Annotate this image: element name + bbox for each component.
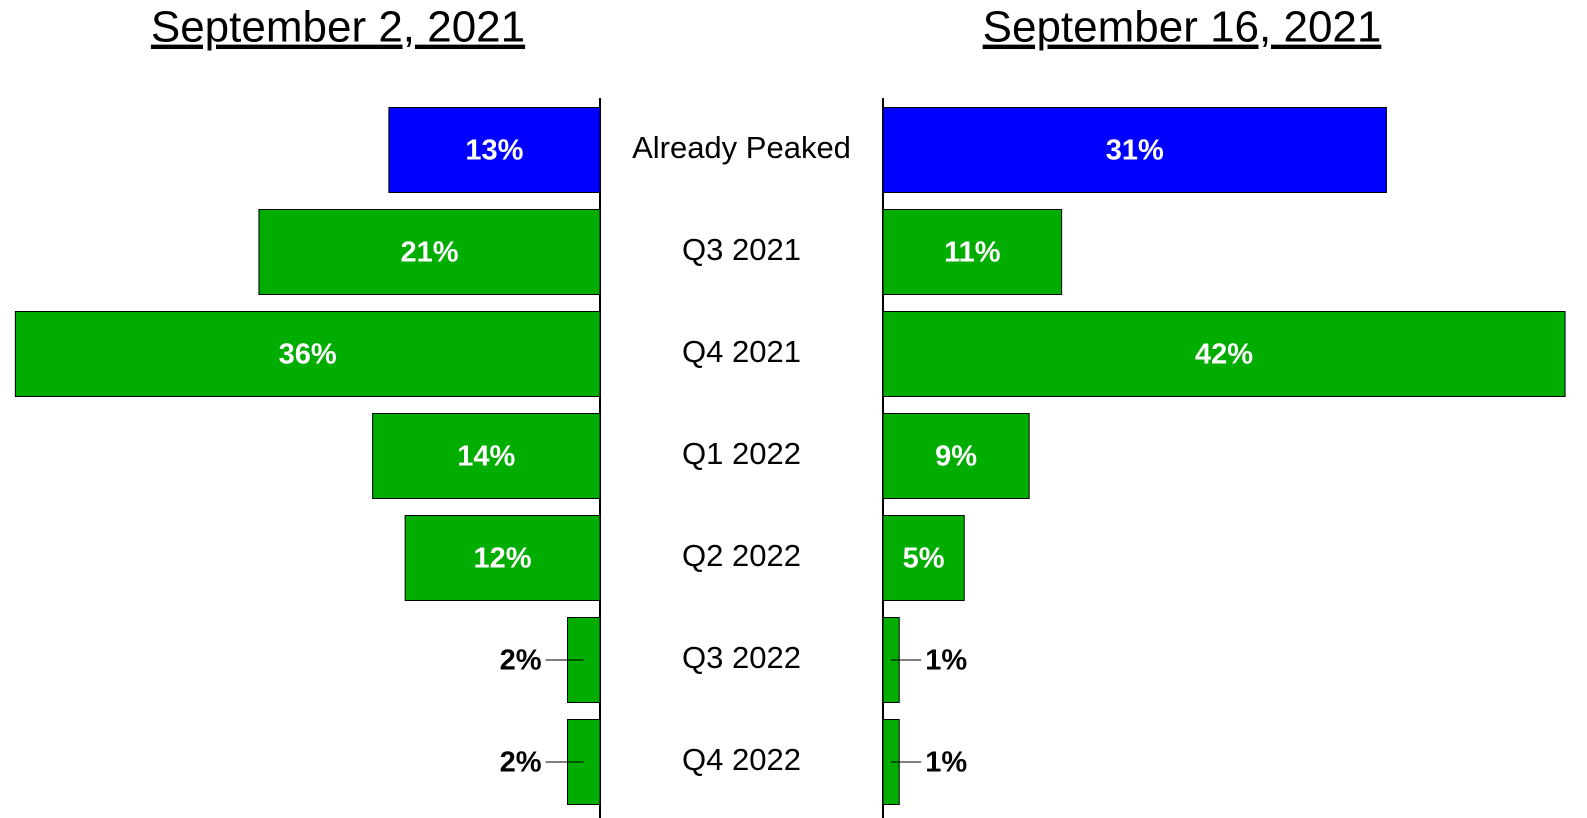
bar bbox=[882, 311, 1566, 397]
category-label: Q3 2021 bbox=[682, 232, 801, 267]
left-title: September 2, 2021 bbox=[151, 3, 525, 52]
bar bbox=[882, 107, 1387, 193]
value-label: 12% bbox=[474, 543, 532, 575]
bar bbox=[404, 515, 601, 601]
value-label: 1% bbox=[925, 645, 967, 677]
category-label: Q1 2022 bbox=[682, 436, 801, 471]
bar bbox=[388, 107, 601, 193]
bar bbox=[882, 209, 1063, 295]
value-label: 31% bbox=[1106, 135, 1164, 167]
value-label: 2% bbox=[500, 747, 542, 779]
value-label: 21% bbox=[400, 237, 458, 269]
value-label: 11% bbox=[944, 237, 1001, 269]
value-label: 9% bbox=[935, 441, 977, 473]
bar bbox=[258, 209, 601, 295]
value-label: 14% bbox=[457, 441, 515, 473]
right-title: September 16, 2021 bbox=[983, 3, 1382, 52]
value-label: 42% bbox=[1195, 339, 1253, 371]
category-label: Already Peaked bbox=[632, 130, 851, 165]
category-label: Q2 2022 bbox=[682, 538, 801, 573]
category-label: Q3 2022 bbox=[682, 640, 801, 675]
category-label: Q4 2022 bbox=[682, 742, 801, 777]
value-label: 13% bbox=[465, 135, 523, 167]
bar bbox=[372, 413, 601, 499]
bar bbox=[882, 515, 965, 601]
category-label: Q4 2021 bbox=[682, 334, 801, 369]
bar bbox=[14, 311, 601, 397]
value-label: 2% bbox=[500, 645, 542, 677]
value-label: 1% bbox=[925, 747, 967, 779]
value-label: 36% bbox=[279, 339, 337, 371]
bar bbox=[882, 413, 1030, 499]
value-label: 5% bbox=[903, 543, 945, 575]
